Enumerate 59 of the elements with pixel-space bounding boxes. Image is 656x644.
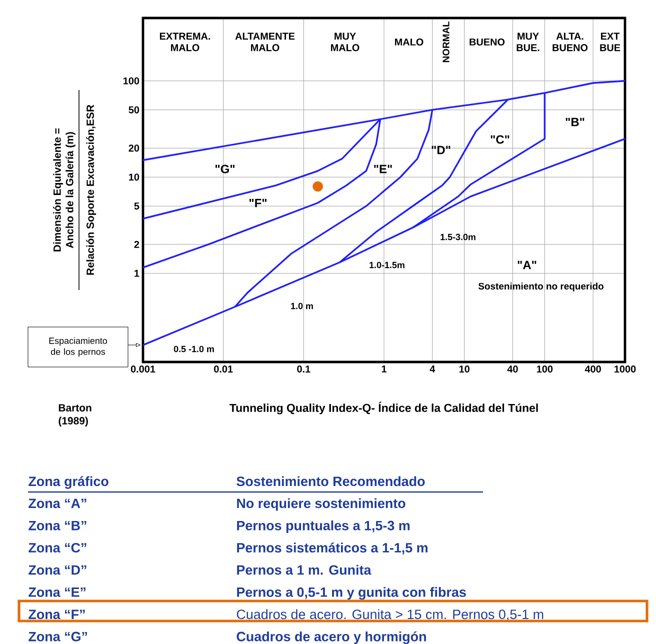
- text: Zona “G”: [28, 632, 87, 642]
- annotation: "B": [566, 118, 584, 126]
- annotation: MALO: [395, 38, 424, 46]
- text: Zona “D”: [28, 565, 86, 575]
- text: Cuadros de acero. Gunita > 15 cm. Pernos 0,5-1 m: [236, 609, 544, 621]
- annotation: BUENO: [470, 38, 505, 46]
- y-tick-label: 2: [134, 240, 140, 248]
- annotation: EXTREMA. MALO: [160, 32, 210, 52]
- y-tick-label: 20: [128, 144, 140, 152]
- x-tick-label: 0.001: [130, 366, 156, 373]
- annotation: ALTAMENTE MALO: [235, 32, 295, 52]
- x-tick-label: 400: [584, 366, 601, 373]
- text: No requiere sostenimiento: [237, 498, 406, 511]
- annotation: ALTA. BUENO: [552, 32, 588, 52]
- annotation: "G": [215, 164, 235, 174]
- x-tick-label: 40: [507, 366, 518, 373]
- text: Zona “E”: [28, 588, 86, 597]
- y-axis-title: Dimensión Equivalente = Ancho de la Galería (m): [53, 128, 76, 252]
- x-tick-label: 1000: [614, 366, 636, 373]
- annotation: EXT BUE: [600, 32, 620, 52]
- annotation: MUY BUE.: [516, 32, 540, 52]
- annotation: 1.5-3.0m: [440, 234, 476, 240]
- text: Zona “C”: [28, 543, 86, 553]
- x-tick-label: 100: [536, 366, 553, 373]
- text: Barton (1989): [58, 404, 92, 427]
- y-tick-label: 100: [123, 77, 140, 84]
- text: Zona “A”: [28, 498, 86, 508]
- text: Sostenimiento Recomendado: [236, 476, 425, 486]
- y-tick-label: 1: [134, 270, 140, 277]
- text: Pernos puntuales a 1,5-3 m: [237, 520, 410, 533]
- text: Pernos sistemáticos a 1-1,5 m: [237, 542, 428, 554]
- y-tick-label: 50: [128, 106, 140, 114]
- y-tick-label: 5: [134, 202, 140, 210]
- text: Relación Soporte Excavación,ESR: [86, 104, 96, 275]
- annotation: "F": [249, 198, 267, 208]
- annotation: "C": [490, 135, 510, 144]
- x-tick-label: 1: [382, 366, 386, 372]
- text: Zona gráfico: [28, 476, 108, 489]
- x-axis-title: Tunneling Quality Index-Q- Índice de la Calidad del Túnel: [230, 402, 538, 414]
- annotation: "E": [374, 164, 392, 174]
- text: Cuadros de acero y hormigón: [236, 631, 426, 644]
- annotation: Sostenimiento no requerido: [478, 282, 604, 292]
- annotation: "D": [432, 146, 450, 154]
- text: Espaciamiento de los pernos: [49, 337, 108, 357]
- x-tick-label: 0.01: [214, 366, 233, 373]
- text: Pernos a 1 m. Gunita: [237, 564, 372, 575]
- y-tick-label: 10: [129, 174, 140, 181]
- annotation: 1.0-1.5m: [370, 262, 404, 268]
- annotation: "A": [518, 260, 536, 270]
- x-tick-label: 0.1: [297, 366, 310, 373]
- annotation: 0.5 -1.0 m: [174, 346, 214, 352]
- annotation: NORMAL: [442, 22, 450, 62]
- text: Zona “F”: [28, 610, 85, 620]
- text: Zona “B”: [28, 520, 86, 530]
- x-tick-label: 10: [459, 366, 470, 373]
- x-tick-label: 4: [430, 366, 436, 372]
- annotation: 1.0 m: [291, 302, 313, 310]
- text: Pernos a 0,5-1 m y gunita con fibras: [237, 587, 466, 600]
- annotation: MUY MALO: [331, 32, 360, 52]
